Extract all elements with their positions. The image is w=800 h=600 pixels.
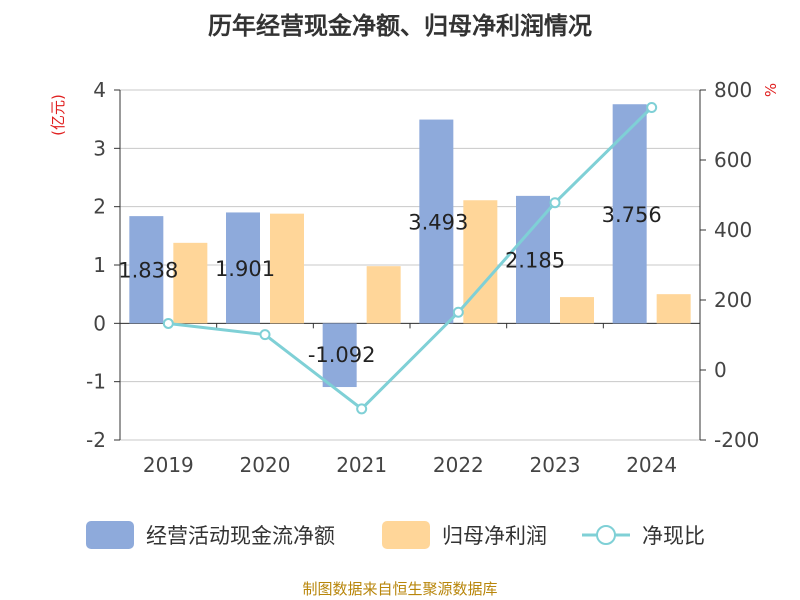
legend-swatch bbox=[86, 521, 134, 549]
x-tick-label: 2019 bbox=[143, 453, 194, 477]
right-axis-unit: % bbox=[762, 83, 780, 97]
bar-operating-cashflow bbox=[322, 323, 357, 388]
left-tick-label: 0 bbox=[93, 311, 106, 335]
legend-label: 经营活动现金流净额 bbox=[146, 524, 335, 548]
data-label: 1.838 bbox=[118, 259, 178, 283]
right-tick-label: 200 bbox=[714, 288, 752, 312]
left-axis-unit: (亿元) bbox=[49, 94, 67, 136]
legend-label: 净现比 bbox=[642, 524, 705, 548]
left-tick-label: -1 bbox=[86, 370, 106, 394]
bar-net-profit bbox=[173, 242, 208, 324]
left-tick-label: 2 bbox=[93, 195, 106, 219]
x-tick-label: 2022 bbox=[433, 453, 484, 477]
data-label: 3.493 bbox=[408, 210, 468, 234]
axes: -2 -1 0 1 2 3 4 -200 0 200 400 600 800 2019 2020 2021 20… bbox=[86, 78, 759, 477]
ratio-point bbox=[646, 102, 658, 113]
right-tick-label: 0 bbox=[714, 358, 727, 382]
left-tick-label: 1 bbox=[93, 253, 106, 277]
right-tick-label: 600 bbox=[714, 148, 752, 172]
bar-operating-cashflow bbox=[419, 119, 454, 324]
bars bbox=[129, 104, 691, 388]
x-tick-label: 2021 bbox=[336, 453, 387, 477]
bar-net-profit bbox=[463, 200, 498, 324]
bar-operating-cashflow bbox=[226, 212, 260, 324]
legend-marker bbox=[596, 525, 616, 545]
source-note: 制图数据来自恒生聚源数据库 bbox=[302, 580, 497, 598]
x-tick-label: 2024 bbox=[626, 453, 677, 477]
left-tick-label: -2 bbox=[86, 428, 106, 452]
bar-net-profit bbox=[656, 294, 691, 324]
ratio-point bbox=[549, 197, 561, 209]
left-tick-label: 3 bbox=[93, 136, 106, 160]
bar-net-profit bbox=[366, 266, 401, 324]
ratio-point bbox=[452, 306, 464, 318]
ratio-point bbox=[356, 403, 368, 415]
x-tick-label: 2020 bbox=[240, 453, 291, 477]
data-label: 1.901 bbox=[215, 257, 275, 281]
right-tick-label: 800 bbox=[714, 78, 752, 102]
bar-net-profit bbox=[270, 213, 304, 324]
right-tick-label: -200 bbox=[714, 428, 759, 452]
bar-operating-cashflow bbox=[129, 216, 164, 324]
right-tick-label: 400 bbox=[714, 218, 752, 242]
bar-net-profit bbox=[560, 297, 594, 324]
left-tick-label: 4 bbox=[93, 78, 106, 102]
legend-label: 归母净利润 bbox=[442, 524, 547, 548]
ratio-point bbox=[259, 329, 271, 341]
legend-swatch bbox=[382, 521, 430, 549]
data-labels: 1.838 1.901 -1.092 3.493 2.185 3.756 bbox=[118, 203, 661, 367]
ratio-point bbox=[162, 317, 174, 329]
ratio-line-path bbox=[168, 106, 653, 411]
x-tick-label: 2023 bbox=[530, 453, 581, 477]
bar-operating-cashflow bbox=[516, 195, 550, 324]
chart-title: 历年经营现金净额、归母净利润情况 bbox=[208, 12, 592, 40]
ratio-line bbox=[162, 102, 658, 415]
legend: 经营活动现金流净额 归母净利润 净现比 bbox=[86, 521, 705, 549]
data-label: 3.756 bbox=[602, 203, 662, 227]
data-label: 2.185 bbox=[505, 249, 565, 273]
data-label: -1.092 bbox=[308, 343, 376, 367]
